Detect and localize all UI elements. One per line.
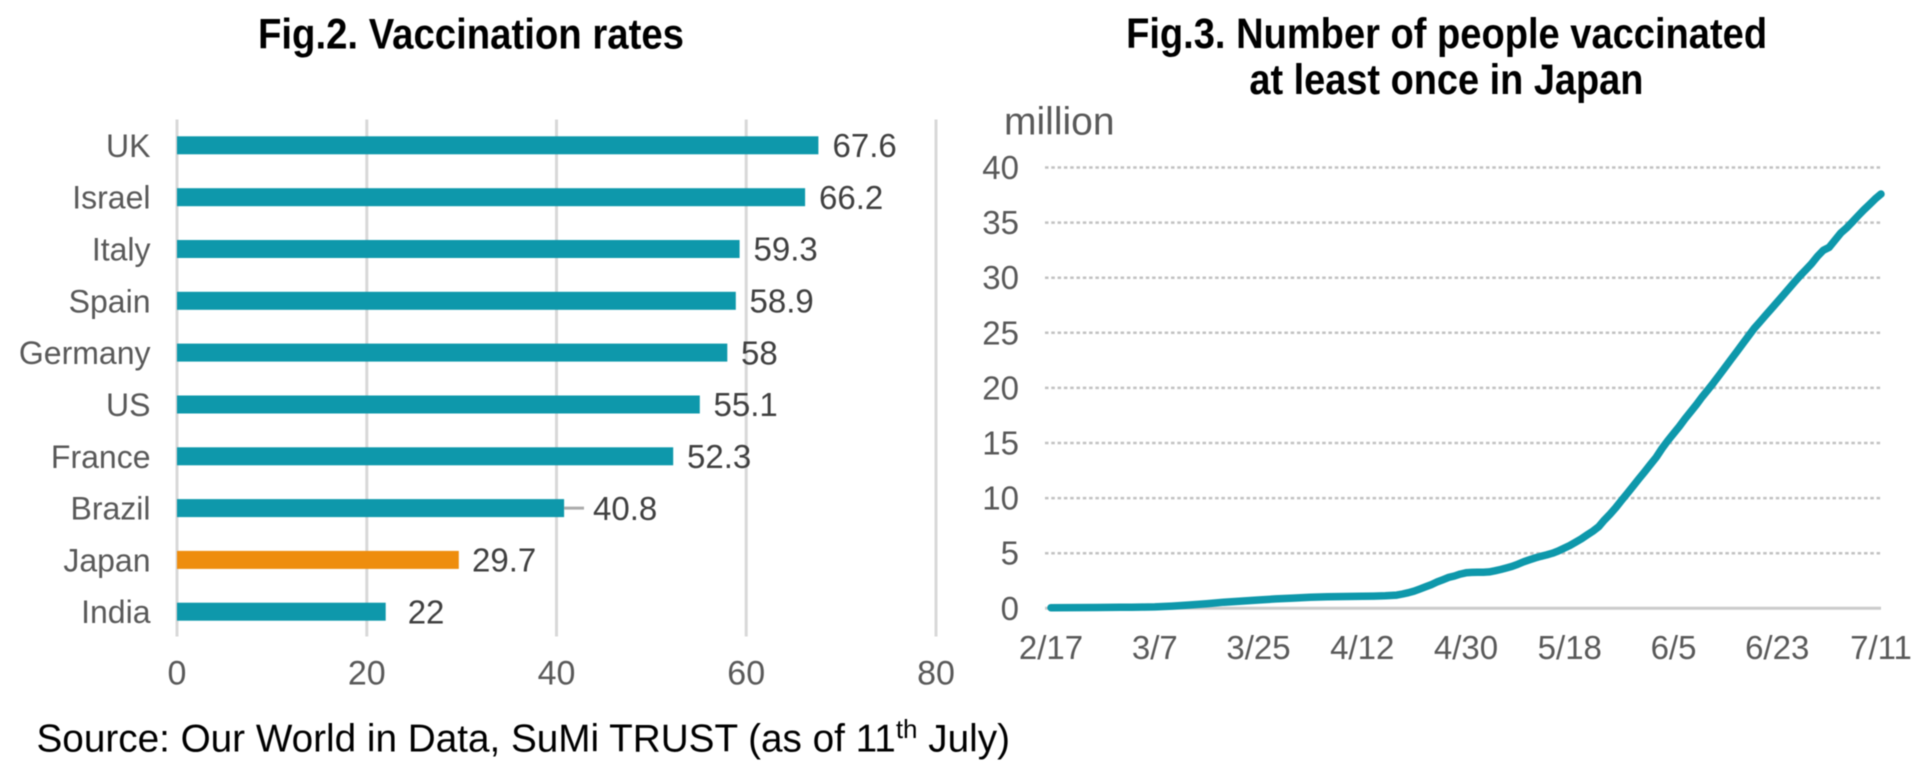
svg-text:4/30: 4/30	[1434, 629, 1498, 666]
svg-text:29.7: 29.7	[472, 542, 536, 579]
svg-text:at least once in Japan: at least once in Japan	[1249, 56, 1643, 104]
svg-text:40: 40	[982, 149, 1019, 186]
svg-text:40: 40	[538, 655, 576, 693]
svg-text:55.1: 55.1	[714, 386, 778, 423]
svg-text:Germany: Germany	[19, 335, 151, 371]
svg-text:million: million	[1004, 101, 1115, 144]
svg-text:6/5: 6/5	[1651, 629, 1697, 666]
svg-text:22: 22	[408, 593, 445, 630]
svg-text:58: 58	[741, 334, 778, 371]
svg-text:Italy: Italy	[92, 232, 151, 268]
svg-text:6/23: 6/23	[1745, 629, 1809, 666]
svg-text:58.9: 58.9	[750, 283, 814, 320]
svg-text:60: 60	[727, 655, 765, 693]
svg-text:67.6: 67.6	[833, 127, 897, 164]
svg-text:India: India	[81, 594, 151, 630]
svg-text:Japan: Japan	[63, 542, 150, 578]
svg-text:Source: Our World in Data, SuM: Source: Our World in Data, SuMi TRUST (a…	[37, 714, 1010, 761]
svg-text:35: 35	[982, 204, 1019, 241]
svg-text:2/17: 2/17	[1019, 629, 1083, 666]
svg-text:40.8: 40.8	[593, 490, 657, 527]
svg-text:5: 5	[1001, 535, 1019, 572]
svg-text:Brazil: Brazil	[70, 491, 150, 527]
svg-text:5/18: 5/18	[1538, 629, 1602, 666]
svg-text:Israel: Israel	[72, 180, 150, 216]
svg-text:20: 20	[348, 655, 386, 693]
svg-text:Spain: Spain	[69, 283, 151, 319]
svg-text:20: 20	[982, 369, 1019, 406]
svg-text:25: 25	[982, 314, 1019, 351]
svg-text:4/12: 4/12	[1330, 629, 1394, 666]
svg-text:Fig.3. Number of people vaccin: Fig.3. Number of people vaccinated	[1126, 10, 1767, 58]
svg-text:0: 0	[1001, 590, 1019, 627]
svg-text:UK: UK	[106, 128, 150, 164]
svg-text:3/7: 3/7	[1132, 629, 1178, 666]
svg-text:66.2: 66.2	[819, 179, 883, 216]
svg-text:30: 30	[982, 259, 1019, 296]
svg-text:59.3: 59.3	[754, 231, 818, 268]
svg-text:10: 10	[982, 480, 1019, 517]
svg-text:52.3: 52.3	[687, 438, 751, 475]
svg-text:Fig.2. Vaccination rates: Fig.2. Vaccination rates	[258, 11, 684, 59]
svg-text:15: 15	[982, 425, 1019, 462]
svg-text:7/11: 7/11	[1850, 629, 1912, 666]
svg-text:0: 0	[168, 655, 187, 693]
svg-text:France: France	[51, 439, 151, 475]
svg-text:3/25: 3/25	[1226, 629, 1290, 666]
svg-text:US: US	[106, 387, 150, 423]
svg-text:80: 80	[917, 655, 955, 693]
